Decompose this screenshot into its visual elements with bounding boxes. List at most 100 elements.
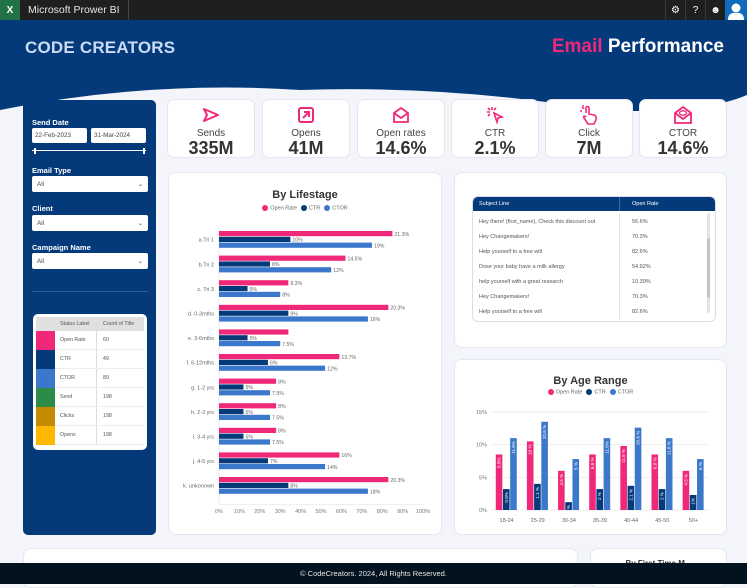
open-envelope-icon xyxy=(358,104,444,126)
bar-ctor xyxy=(219,291,281,297)
legend-item[interactable]: Open Rate xyxy=(262,205,297,211)
bar-open-rate xyxy=(558,470,565,510)
header-subject-line[interactable]: Subject Line xyxy=(479,201,510,207)
email-type-dropdown[interactable]: All ⌄ xyxy=(32,176,148,192)
legend-item[interactable]: CTR xyxy=(300,205,320,211)
kpi-value: 2.1% xyxy=(474,138,516,158)
table-row[interactable]: Hey there! {first_name}, Check this disc… xyxy=(473,214,715,229)
data-label: 5% xyxy=(245,385,253,391)
data-label: 9.3% xyxy=(290,281,302,287)
data-label: 4.5 % xyxy=(559,474,564,486)
page-title: Email Performance xyxy=(552,36,724,58)
kpi-value: 7M xyxy=(576,138,602,158)
subject-line-cell: Hey there! {first_name}, Check this disc… xyxy=(479,218,596,225)
date-range-slider[interactable] xyxy=(32,148,146,154)
data-label: 14.5% xyxy=(347,256,362,262)
gear-icon[interactable]: ⚙ xyxy=(665,0,685,20)
bar-ctr xyxy=(219,261,270,267)
legend-item[interactable]: Open Rate xyxy=(547,389,582,395)
chevron-down-icon: ⌄ xyxy=(137,181,143,188)
status-label: CTR xyxy=(60,356,71,362)
table-row[interactable]: Help yourself to a free will 82.6% xyxy=(473,244,715,259)
slider-end-handle[interactable] xyxy=(143,148,145,154)
x-tick-label: 50% xyxy=(315,509,326,515)
client-dropdown[interactable]: All ⌄ xyxy=(32,215,148,231)
category-label: 35-39 xyxy=(593,518,607,524)
header-open-rate[interactable]: Open Rate xyxy=(619,197,715,211)
x-tick-label: 10% xyxy=(234,509,245,515)
legend-item[interactable]: CTOR xyxy=(609,389,633,395)
legend-table-row: Open Rate 60 xyxy=(36,330,144,350)
x-tick-label: 60% xyxy=(336,509,347,515)
bar-ctor xyxy=(219,341,281,347)
chart-title: By Age Range xyxy=(553,375,628,387)
email-type-label: Email Type xyxy=(32,166,72,175)
campaign-name-value: All xyxy=(37,258,44,265)
scrollbar-thumb[interactable] xyxy=(707,238,710,298)
bar-ctr xyxy=(219,409,244,415)
data-label: 8% xyxy=(290,484,298,490)
data-label: 6% xyxy=(270,361,278,367)
table-row[interactable]: Hey Changemakers! 70.3% xyxy=(473,289,715,304)
data-label: 6.8 % xyxy=(652,457,657,469)
bar-ctor xyxy=(697,459,704,510)
data-label: 10 % xyxy=(528,444,533,454)
category-label: d. 0-3mths xyxy=(188,312,214,318)
x-tick-label: 80% xyxy=(377,509,388,515)
slider-start-handle[interactable] xyxy=(34,148,36,154)
category-label: 45-50 xyxy=(655,518,669,524)
campaign-name-dropdown[interactable]: All ⌄ xyxy=(32,253,148,269)
category-label: 40-44 xyxy=(624,518,638,524)
count-value: 89 xyxy=(96,369,144,387)
status-label: Opens xyxy=(60,432,76,438)
x-tick-label: 70% xyxy=(356,509,367,515)
emoji-icon[interactable]: ☻ xyxy=(705,0,725,20)
data-label: 20.3% xyxy=(390,306,405,312)
bar-ctor xyxy=(219,464,326,470)
bar-ctor xyxy=(219,267,332,273)
table-row[interactable]: Help yourself to a free will 82.6% xyxy=(473,304,715,319)
data-label: 5 % xyxy=(573,462,578,470)
data-label: 2.1 % xyxy=(628,489,633,501)
open-rate-cell: 10.39% xyxy=(619,274,715,289)
subject-line-cell: Dose your baby have a milk allergy xyxy=(479,263,565,270)
table-scrollbar[interactable] xyxy=(707,213,710,313)
kpi-label: CTOR xyxy=(668,128,698,139)
title-bar: X Microsoft Prower BI ⚙ ? ☻ xyxy=(0,0,747,20)
data-label: 20.3% xyxy=(390,478,405,484)
kpi-value: 14.6% xyxy=(375,138,427,158)
kpi-card-ctr: CTR 2.1% xyxy=(451,99,539,158)
bar-ctr xyxy=(219,310,289,316)
help-icon[interactable]: ? xyxy=(685,0,705,20)
end-date-input[interactable]: 31-Mar-2024 xyxy=(91,128,146,143)
header-status-label: Status Label xyxy=(60,321,90,327)
brand-name: CODE CREATORS xyxy=(25,38,176,57)
table-row[interactable]: help yourself with a great research 10.39… xyxy=(473,274,715,289)
client-label: Client xyxy=(32,204,53,213)
data-label: 1% xyxy=(691,498,696,505)
table-row[interactable]: Dose your baby have a milk allergy 54.92% xyxy=(473,259,715,274)
user-icon[interactable] xyxy=(725,0,747,20)
data-label: 16% xyxy=(341,453,352,459)
bar-ctor xyxy=(634,427,642,510)
x-tick-label: 90% xyxy=(397,509,408,515)
color-swatch xyxy=(36,368,55,388)
bar-ctr xyxy=(219,236,291,242)
legend-item[interactable]: CTR xyxy=(586,389,606,395)
data-label: 11.6 % xyxy=(667,441,672,455)
table-row[interactable]: Hey Changemakers! 70.3% xyxy=(473,229,715,244)
data-label: 0.8% xyxy=(504,492,509,502)
open-rate-cell: 70.3% xyxy=(619,229,715,244)
start-date-input[interactable]: 22-Feb-2023 xyxy=(32,128,87,143)
bar-open-rate xyxy=(219,354,340,360)
open-rate-cell: 82.6% xyxy=(619,244,715,259)
count-value: 198 xyxy=(96,407,144,425)
data-label: 5% xyxy=(245,434,253,440)
bar-ctr xyxy=(596,489,603,510)
x-tick-label: 40% xyxy=(295,509,306,515)
report-header: CODE CREATORS Email Performance xyxy=(0,20,747,130)
bar-open-rate xyxy=(219,378,277,384)
legend-item[interactable]: CTOR xyxy=(324,205,348,211)
bar-ctor xyxy=(510,438,517,510)
data-label: 11.6% xyxy=(511,441,516,454)
